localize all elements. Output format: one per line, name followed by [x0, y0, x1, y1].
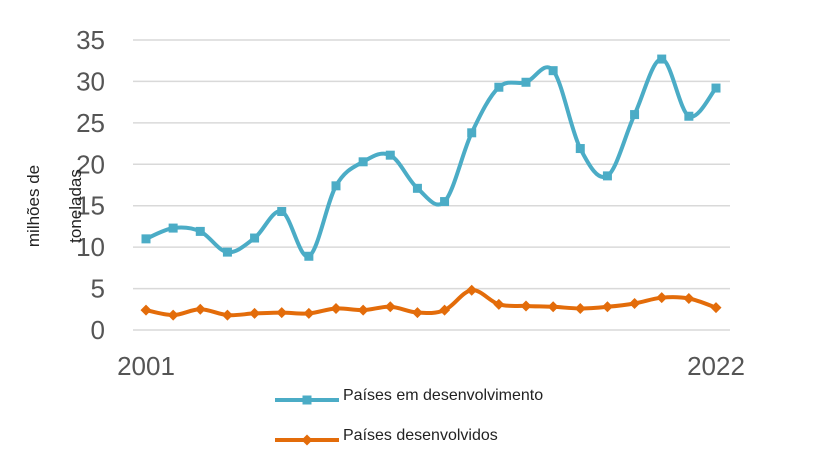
legend-label: Países desenvolvidos: [343, 427, 498, 444]
y-axis-title-line-1: milhões de: [24, 165, 43, 247]
legend: Países em desenvolvimento Países desenvol…: [275, 387, 543, 446]
y-axis-title: milhões de toneladas: [24, 165, 85, 247]
y-axis-title-line-2: toneladas: [66, 169, 85, 243]
data-point: [601, 301, 613, 313]
data-point: [168, 223, 178, 233]
y-tick-label: 35: [76, 25, 105, 55]
data-point: [330, 302, 342, 314]
data-point: [194, 303, 206, 315]
data-point: [249, 307, 261, 319]
data-point: [303, 307, 315, 319]
data-point: [385, 150, 395, 160]
y-tick-label: 15: [76, 191, 105, 221]
data-point: [657, 54, 667, 64]
data-point: [331, 181, 341, 191]
data-point: [140, 304, 152, 316]
data-point: [656, 292, 668, 304]
y-tick-label: 25: [76, 108, 105, 138]
y-axis-ticks: 0 5 10 15 20 25 30 35: [76, 25, 105, 345]
data-point: [195, 226, 205, 236]
x-axis-ticks: 2001 2022: [117, 351, 745, 381]
x-tick-label: 2022: [687, 351, 745, 381]
y-tick-label: 5: [91, 274, 105, 304]
data-point: [358, 157, 368, 167]
data-point: [411, 307, 423, 319]
data-point: [221, 309, 233, 321]
series-line: [144, 57, 718, 259]
data-point: [222, 247, 232, 257]
series-2: [140, 284, 722, 321]
series-line: [144, 288, 718, 318]
data-point: [384, 301, 396, 313]
data-point: [250, 233, 260, 243]
data-point: [277, 207, 287, 217]
y-tick-label: 0: [91, 315, 105, 345]
legend-item: Países em desenvolvimento: [275, 387, 543, 405]
y-tick-label: 30: [76, 66, 105, 96]
data-point: [629, 297, 641, 309]
x-tick-label: 2001: [117, 351, 175, 381]
y-tick-label: 20: [76, 149, 105, 179]
data-point: [494, 82, 504, 92]
gridlines: [133, 39, 730, 331]
data-point: [575, 144, 585, 154]
legend-marker: [302, 395, 312, 405]
data-point: [683, 293, 695, 305]
data-point: [141, 234, 151, 244]
y-tick-label: 10: [76, 232, 105, 262]
data-point: [304, 251, 314, 261]
legend-marker: [301, 434, 313, 446]
data-point: [439, 304, 451, 316]
series-1: [141, 54, 721, 261]
data-point: [276, 307, 288, 319]
legend-label: Países em desenvolvimento: [343, 387, 543, 404]
data-point: [167, 309, 179, 321]
data-point: [684, 111, 694, 121]
data-point: [710, 302, 722, 314]
data-point: [602, 171, 612, 181]
data-point: [521, 77, 531, 87]
data-point: [520, 300, 532, 312]
data-point: [493, 298, 505, 310]
data-point: [574, 302, 586, 314]
data-point: [466, 284, 478, 296]
data-point: [711, 83, 721, 93]
data-point: [547, 301, 559, 313]
data-point: [440, 197, 450, 207]
data-point: [357, 304, 369, 316]
data-point: [630, 110, 640, 120]
data-point: [412, 183, 422, 193]
series-layer: [140, 54, 722, 321]
legend-item: Países desenvolvidos: [275, 427, 498, 446]
data-point: [467, 128, 477, 138]
data-point: [548, 66, 558, 76]
